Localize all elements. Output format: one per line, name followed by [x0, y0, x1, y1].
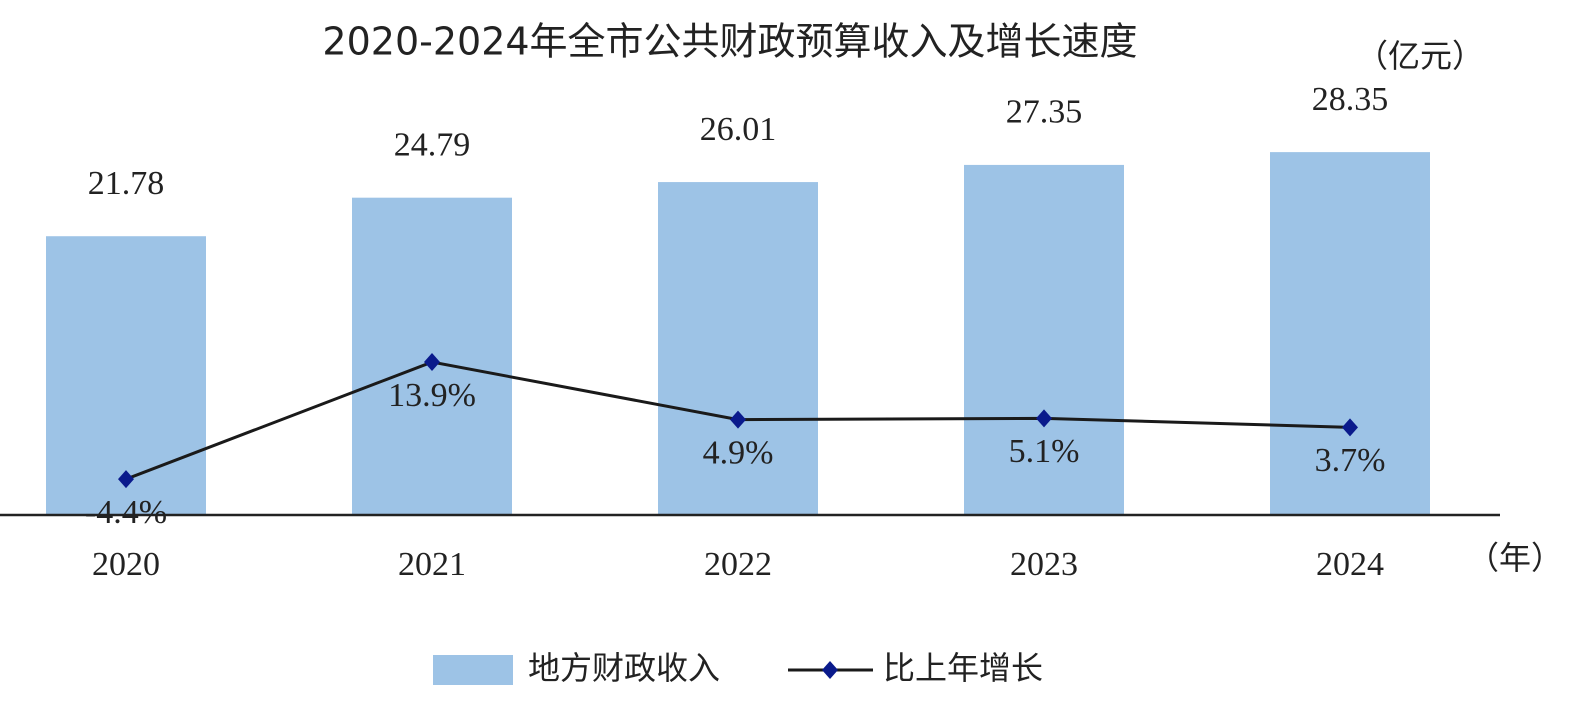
x-unit: （年）	[1467, 539, 1563, 577]
x-tick-label: 2022	[704, 546, 772, 583]
bar	[1270, 152, 1430, 515]
chart-title: 2020-2024年全市公共财政预算收入及增长速度	[322, 20, 1137, 64]
line-marker	[1036, 409, 1052, 428]
line-value-label: -4.4%	[85, 494, 167, 531]
line-value-label: 4.9%	[703, 434, 774, 471]
y-unit: （亿元）	[1356, 37, 1484, 75]
line-value-label: 13.9%	[388, 377, 476, 414]
legend-label: 比上年增长	[883, 649, 1043, 687]
legend-label: 地方财政收入	[528, 649, 720, 687]
bar-value-label: 26.01	[700, 111, 777, 148]
x-tick-label: 2021	[398, 546, 466, 583]
legend-swatch	[433, 655, 513, 685]
bar-value-label: 24.79	[394, 126, 471, 163]
bar	[964, 164, 1124, 516]
bar-value-label: 28.35	[1312, 81, 1389, 118]
bar-value-label: 27.35	[1006, 94, 1083, 131]
bar-value-label: 21.78	[88, 165, 165, 202]
line-marker	[424, 353, 440, 372]
line-marker	[118, 470, 134, 489]
x-tick-label: 2023	[1010, 546, 1078, 583]
x-tick-label: 2024	[1316, 546, 1384, 583]
legend-marker	[822, 661, 838, 679]
bar	[658, 182, 818, 515]
x-tick-label: 2020	[92, 546, 160, 583]
line-value-label: 5.1%	[1009, 433, 1080, 470]
line-marker	[1342, 418, 1358, 437]
line-value-label: 3.7%	[1315, 442, 1386, 479]
line-marker	[730, 410, 746, 429]
bar	[46, 236, 206, 515]
